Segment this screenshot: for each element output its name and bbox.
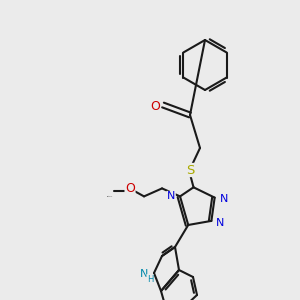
Text: N: N [216,218,225,228]
Text: N: N [140,269,148,279]
Text: N: N [220,194,228,204]
Text: H: H [147,274,153,284]
Text: methoxy: methoxy [107,196,113,197]
Text: O: O [125,182,135,195]
Text: O: O [150,100,160,112]
Text: N: N [167,191,175,201]
Text: S: S [186,164,194,176]
